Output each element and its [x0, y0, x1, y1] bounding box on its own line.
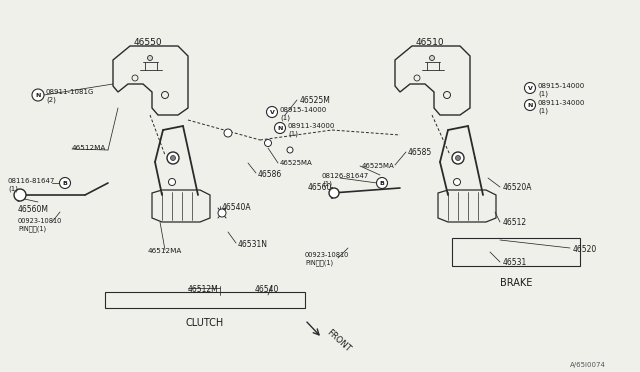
Text: 46531: 46531: [503, 258, 527, 267]
Text: 46531N: 46531N: [238, 240, 268, 249]
Text: 46525M: 46525M: [300, 96, 331, 105]
Text: 00923-10810
PINビ。(1): 00923-10810 PINビ。(1): [18, 218, 62, 232]
Circle shape: [525, 99, 536, 110]
Circle shape: [167, 152, 179, 164]
Circle shape: [264, 140, 271, 147]
Text: 46512: 46512: [503, 218, 527, 227]
Circle shape: [168, 179, 175, 186]
Circle shape: [170, 155, 175, 160]
Text: 46512MA: 46512MA: [148, 248, 182, 254]
Circle shape: [224, 129, 232, 137]
Circle shape: [456, 155, 461, 160]
Circle shape: [32, 89, 44, 101]
Circle shape: [218, 209, 226, 217]
Text: 08911-34000
(1): 08911-34000 (1): [288, 123, 335, 137]
Text: 46585: 46585: [408, 148, 432, 157]
Text: V: V: [527, 86, 532, 90]
Circle shape: [452, 152, 464, 164]
Circle shape: [266, 106, 278, 118]
Text: N: N: [277, 125, 283, 131]
Text: FRONT: FRONT: [325, 328, 353, 354]
Text: 46510: 46510: [416, 38, 444, 47]
Text: 46520A: 46520A: [503, 183, 532, 192]
Circle shape: [525, 83, 536, 93]
Text: 08915-14000
(1): 08915-14000 (1): [280, 107, 327, 121]
Circle shape: [275, 122, 285, 134]
Text: BRAKE: BRAKE: [500, 278, 532, 288]
Circle shape: [14, 189, 26, 201]
Text: 46586: 46586: [258, 170, 282, 179]
Text: 46525MA: 46525MA: [362, 163, 395, 169]
Text: V: V: [269, 109, 275, 115]
Text: N: N: [527, 103, 532, 108]
Text: B: B: [63, 180, 67, 186]
Text: 46540A: 46540A: [222, 203, 252, 212]
Text: 08915-14000
(1): 08915-14000 (1): [538, 83, 585, 96]
Circle shape: [287, 147, 293, 153]
Circle shape: [60, 177, 70, 189]
Text: 46560: 46560: [308, 183, 332, 192]
Text: 46550: 46550: [134, 38, 163, 47]
Circle shape: [429, 55, 435, 61]
Text: 08126-81647
(1): 08126-81647 (1): [322, 173, 369, 186]
Text: 08911-1081G
(2): 08911-1081G (2): [46, 89, 94, 103]
Circle shape: [147, 55, 152, 61]
Circle shape: [329, 188, 339, 198]
Text: 46520: 46520: [573, 245, 597, 254]
Text: 46525MA: 46525MA: [280, 160, 313, 166]
Text: B: B: [380, 180, 385, 186]
Text: A/65i0074: A/65i0074: [570, 362, 606, 368]
Text: 46540: 46540: [255, 285, 280, 294]
Text: 08116-81647
(1): 08116-81647 (1): [8, 178, 56, 192]
Text: 46512M: 46512M: [188, 285, 219, 294]
Text: CLUTCH: CLUTCH: [186, 318, 224, 328]
Circle shape: [376, 177, 387, 189]
Text: 46512MA: 46512MA: [72, 145, 106, 151]
Circle shape: [454, 179, 461, 186]
Text: 00923-10810
PINビ。(1): 00923-10810 PINビ。(1): [305, 252, 349, 266]
Text: 08911-34000
(1): 08911-34000 (1): [538, 100, 586, 113]
Text: N: N: [35, 93, 41, 97]
Text: 46560M: 46560M: [18, 205, 49, 214]
